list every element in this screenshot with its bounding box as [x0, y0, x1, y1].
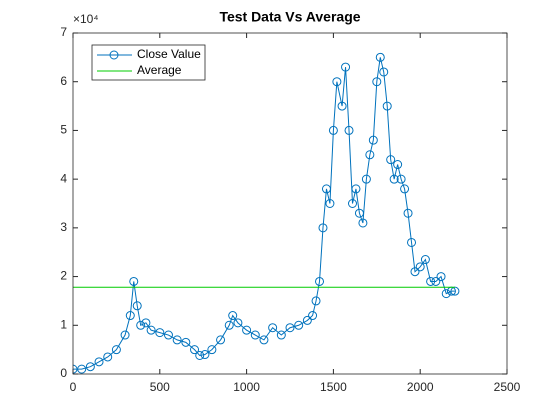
- data-point: [341, 62, 351, 72]
- data-point: [259, 335, 269, 345]
- data-point: [358, 218, 368, 228]
- data-point: [368, 135, 378, 145]
- legend-label: Close Value: [137, 47, 201, 61]
- data-point: [111, 345, 121, 355]
- data-point: [431, 276, 441, 286]
- data-point: [73, 364, 78, 374]
- data-point: [441, 289, 451, 299]
- data-point: [393, 160, 403, 170]
- x-tick-label: 0: [70, 380, 77, 394]
- data-point: [386, 155, 396, 165]
- x-tick-label: 1000: [233, 380, 260, 394]
- data-point: [410, 267, 420, 277]
- data-point: [141, 318, 151, 328]
- data-point: [94, 357, 104, 367]
- data-point: [372, 77, 382, 87]
- axes-box: [72, 32, 508, 375]
- y-tick-label: 6: [60, 74, 67, 88]
- data-point: [190, 345, 200, 355]
- data-point: [146, 325, 156, 335]
- data-point: [294, 320, 304, 330]
- data-point: [375, 52, 385, 62]
- data-point: [379, 67, 389, 77]
- x-tick-label: 2500: [494, 380, 521, 394]
- data-point: [382, 101, 392, 111]
- data-point: [155, 328, 165, 338]
- data-point: [347, 199, 357, 208]
- y-tick-label: 7: [60, 25, 67, 39]
- data-point: [136, 320, 146, 330]
- data-point: [120, 330, 130, 340]
- data-point: [337, 101, 347, 111]
- data-point: [129, 276, 139, 286]
- data-point: [354, 208, 364, 218]
- data-point: [224, 320, 234, 330]
- data-point: [365, 150, 375, 160]
- y-tick-label: 1: [60, 317, 67, 331]
- y-tick-label: 0: [60, 366, 67, 380]
- data-point: [181, 337, 191, 347]
- chart-title: Test Data Vs Average: [219, 9, 360, 25]
- data-point: [308, 311, 318, 321]
- data-point: [195, 350, 205, 360]
- x-tick-label: 2000: [407, 380, 434, 394]
- data-point: [85, 362, 95, 372]
- data-point: [311, 296, 321, 306]
- data-point: [207, 345, 217, 355]
- data-point: [172, 335, 182, 345]
- y-tick-label: 3: [60, 220, 67, 234]
- y-tick-label: 5: [60, 123, 67, 137]
- data-point: [242, 325, 252, 335]
- data-point: [344, 125, 354, 135]
- data-point: [285, 323, 295, 333]
- x-tick-label: 500: [150, 380, 170, 394]
- data-point: [318, 223, 328, 233]
- data-point: [77, 364, 87, 374]
- data-point: [233, 318, 243, 328]
- plot-area: [73, 52, 460, 374]
- data-point: [361, 174, 371, 184]
- data-point: [426, 276, 436, 286]
- legend-label: Average: [137, 63, 182, 77]
- data-point: [415, 262, 425, 272]
- data-point: [228, 311, 238, 321]
- data-point: [268, 323, 278, 333]
- data-point: [103, 352, 113, 362]
- data-point: [420, 255, 430, 265]
- legend-box: [91, 44, 206, 81]
- data-point: [125, 311, 135, 321]
- data-point: [351, 184, 361, 194]
- y-exponent-label: ×10⁴: [73, 12, 99, 26]
- y-tick-label: 4: [60, 171, 67, 185]
- data-point: [400, 184, 410, 194]
- series-line: [73, 57, 455, 370]
- data-point: [315, 276, 325, 286]
- data-point: [325, 199, 335, 208]
- data-point: [403, 208, 413, 218]
- data-point: [407, 237, 417, 247]
- data-point: [389, 174, 399, 184]
- data-point: [276, 330, 286, 340]
- y-tick-label: 2: [60, 269, 67, 283]
- data-point: [216, 335, 226, 345]
- data-point: [396, 174, 406, 184]
- data-point: [250, 330, 260, 340]
- data-point: [132, 301, 142, 311]
- data-point: [163, 330, 173, 340]
- data-point: [302, 315, 312, 325]
- data-point: [321, 184, 331, 194]
- data-point: [332, 77, 342, 87]
- data-point: [436, 272, 446, 282]
- data-point: [200, 350, 210, 360]
- x-tick-label: 1500: [320, 380, 347, 394]
- legend-marker: [109, 50, 119, 60]
- data-point: [328, 125, 338, 135]
